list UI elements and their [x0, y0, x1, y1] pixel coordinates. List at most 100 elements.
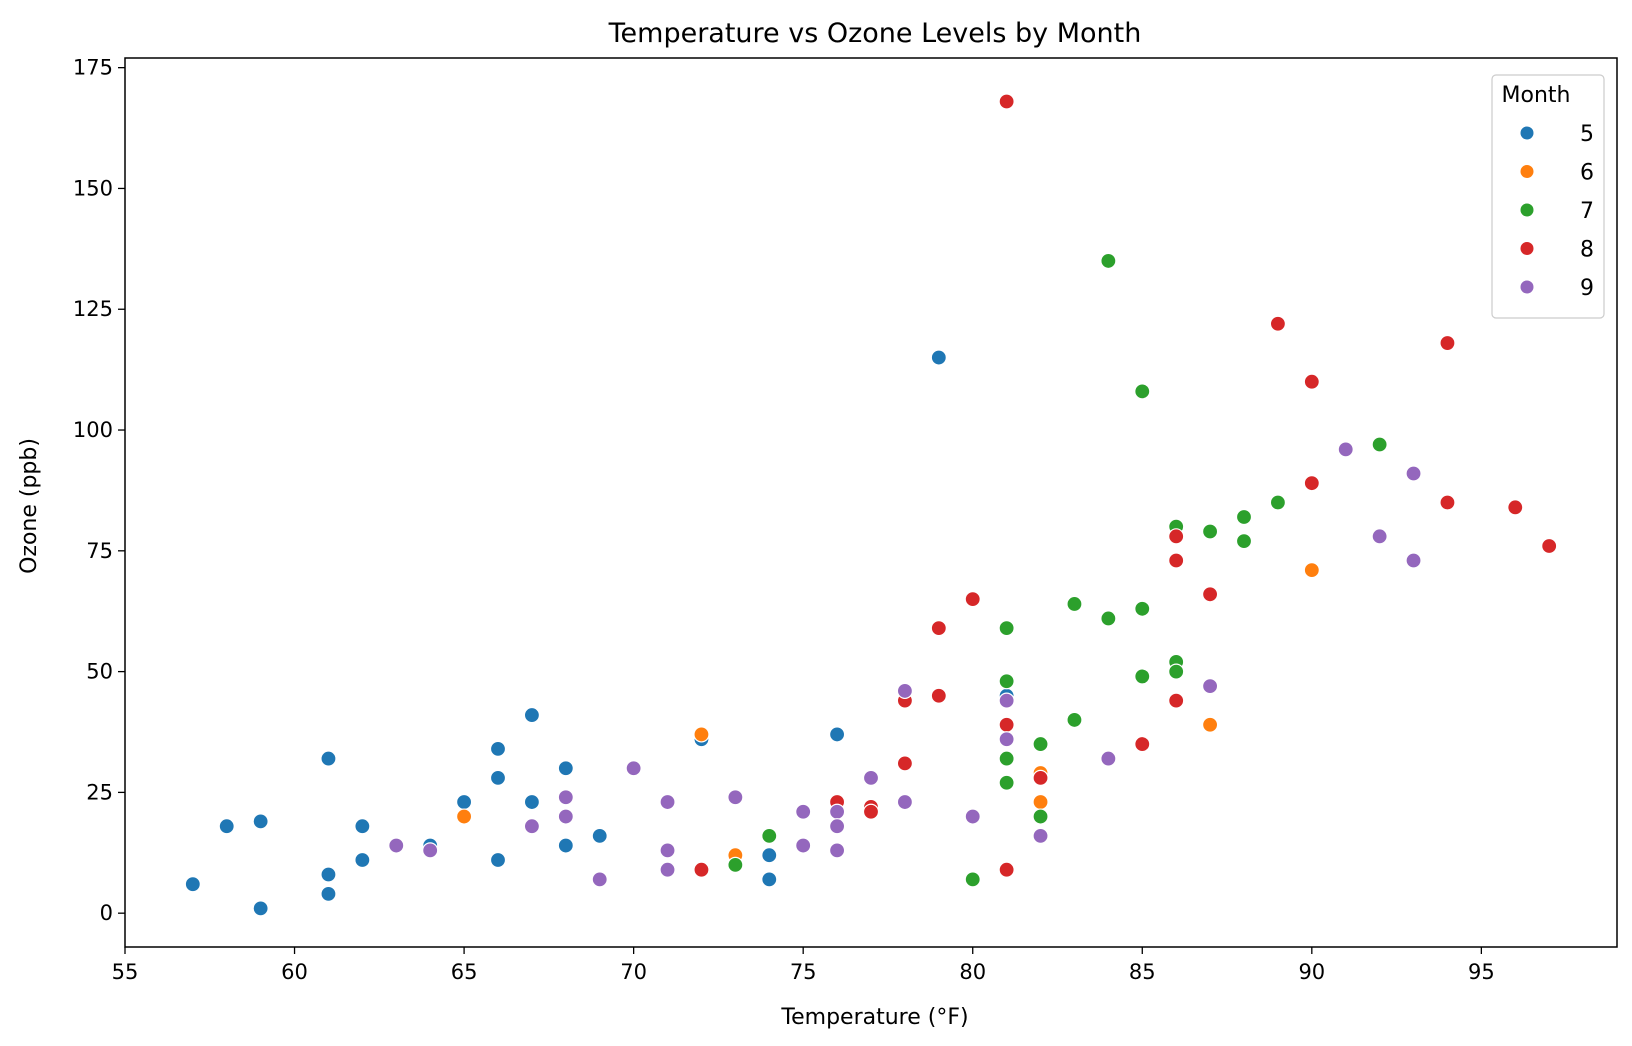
- data-point: [1439, 494, 1456, 511]
- data-point: [828, 818, 846, 835]
- data-point: [184, 876, 201, 893]
- data-point: [489, 769, 507, 786]
- series-month-9: [388, 441, 1422, 888]
- y-tick-label: 25: [86, 780, 113, 804]
- data-point: [693, 861, 710, 878]
- data-point: [998, 93, 1015, 110]
- data-point: [964, 871, 981, 888]
- y-tick-label: 175: [73, 56, 113, 80]
- data-point: [727, 856, 744, 873]
- data-point: [320, 866, 337, 883]
- data-point: [625, 760, 642, 777]
- x-tick-label: 85: [1129, 960, 1156, 984]
- data-point: [1168, 663, 1185, 680]
- data-point: [1032, 808, 1049, 825]
- data-point: [218, 818, 235, 835]
- data-point: [998, 673, 1015, 690]
- data-point: [1032, 827, 1049, 844]
- data-point: [998, 620, 1015, 637]
- data-point: [1032, 793, 1049, 811]
- data-point: [1269, 315, 1287, 332]
- y-tick-label: 50: [86, 660, 113, 684]
- data-point: [1134, 383, 1151, 400]
- data-point: [1201, 523, 1219, 540]
- data-point: [489, 851, 507, 869]
- x-tick-label: 60: [281, 960, 308, 984]
- data-point: [1032, 735, 1049, 753]
- y-tick-label: 150: [73, 176, 113, 200]
- data-point: [659, 793, 676, 811]
- data-point: [1303, 475, 1320, 492]
- data-point: [1134, 600, 1151, 617]
- data-point: [1134, 735, 1151, 753]
- data-point: [761, 847, 778, 864]
- data-point: [320, 885, 337, 902]
- data-point: [557, 760, 574, 777]
- data-point: [1100, 610, 1117, 627]
- chart-title: Temperature vs Ozone Levels by Month: [608, 18, 1142, 49]
- data-point: [1235, 533, 1253, 550]
- y-tick-label: 100: [73, 418, 113, 442]
- data-point: [1100, 750, 1117, 767]
- y-tick-label: 75: [86, 539, 113, 563]
- data-point: [930, 349, 947, 366]
- data-point: [591, 827, 608, 844]
- data-point: [1337, 441, 1354, 458]
- y-axis: 0 25 50 75 100 125 150 175: [73, 56, 125, 925]
- data-point: [523, 706, 541, 724]
- data-point: [354, 818, 371, 835]
- x-tick-label: 90: [1298, 960, 1325, 984]
- legend-label: 5: [1580, 122, 1594, 147]
- legend-marker: [1519, 164, 1535, 179]
- data-point: [998, 774, 1015, 791]
- data-point: [659, 861, 676, 878]
- data-point: [1405, 552, 1422, 569]
- data-point: [693, 726, 710, 743]
- legend-label: 9: [1580, 276, 1594, 301]
- plot-area-frame: [124, 57, 1618, 948]
- series-month-8: [693, 93, 1558, 878]
- data-point: [1303, 373, 1320, 390]
- data-point: [557, 789, 574, 806]
- data-point: [252, 900, 269, 917]
- data-point: [727, 789, 744, 806]
- data-point: [795, 837, 812, 854]
- data-point: [1066, 711, 1083, 729]
- legend-marker: [1519, 202, 1535, 218]
- data-point: [998, 861, 1015, 878]
- data-point: [930, 620, 947, 637]
- data-point: [1303, 562, 1320, 579]
- data-point: [828, 803, 846, 820]
- data-point: [998, 716, 1015, 733]
- data-point: [1405, 465, 1422, 482]
- legend-label: 7: [1580, 199, 1594, 224]
- data-point: [964, 591, 981, 608]
- data-point: [1134, 668, 1151, 685]
- data-point: [828, 726, 846, 743]
- data-point: [795, 803, 812, 820]
- data-point: [896, 682, 914, 700]
- data-point: [659, 842, 676, 859]
- x-tick-label: 70: [620, 960, 647, 984]
- data-point: [1371, 528, 1388, 545]
- data-point: [1168, 528, 1185, 545]
- data-point: [354, 851, 371, 869]
- data-point: [388, 837, 405, 854]
- legend-label: 6: [1580, 161, 1594, 186]
- legend-marker: [1519, 279, 1535, 295]
- data-point: [252, 813, 269, 830]
- data-point: [998, 692, 1015, 709]
- data-point: [930, 687, 947, 704]
- data-point: [1235, 508, 1253, 526]
- data-point: [557, 808, 574, 825]
- data-point: [761, 827, 778, 844]
- data-point: [1371, 436, 1388, 453]
- data-point: [1168, 692, 1185, 709]
- data-point: [862, 803, 880, 820]
- x-tick-label: 80: [959, 960, 986, 984]
- y-tick-label: 0: [100, 901, 113, 925]
- data-point: [1100, 252, 1117, 270]
- data-point: [523, 793, 541, 811]
- y-axis-label: Ozone (ppb): [17, 438, 42, 574]
